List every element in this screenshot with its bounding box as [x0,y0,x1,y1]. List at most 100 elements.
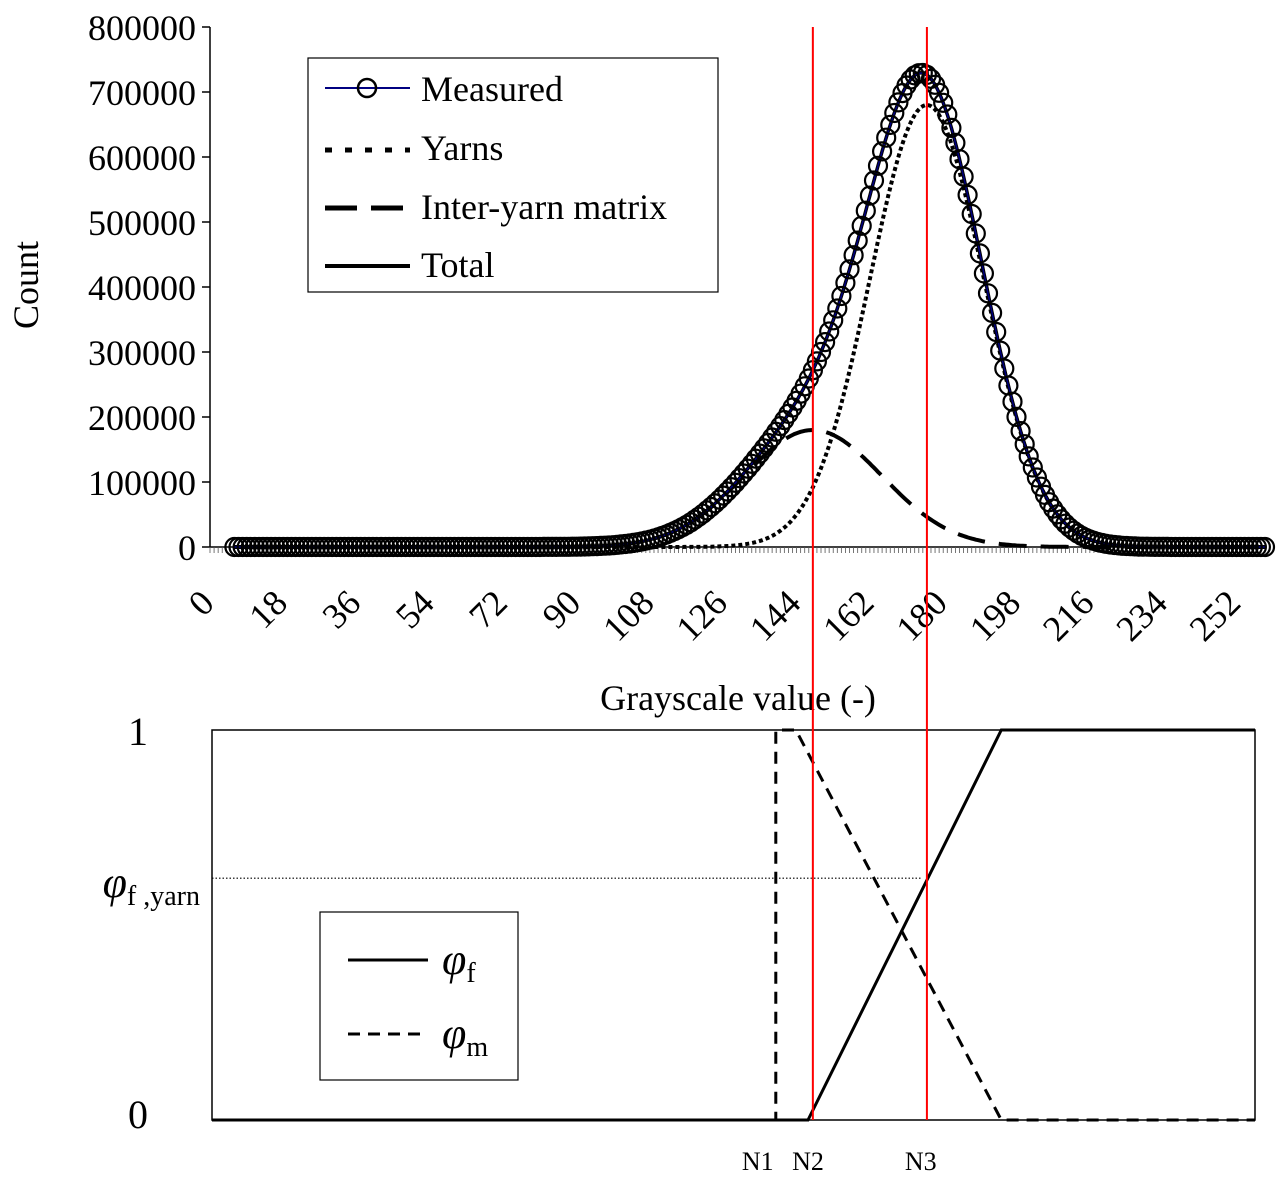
top-legend: Measured Yarns Inter-yarn matrix Total [307,57,719,293]
measured-point [957,184,978,205]
measured-point [981,302,1003,323]
top-y-tick-label: 500000 [88,203,196,243]
top-y-tick-label: 700000 [88,73,196,113]
measured-point [819,321,840,342]
marker-label-n1: N1 [742,1147,774,1176]
top-x-tick-label: 144 [742,582,808,648]
bottom-plot-area [211,728,1256,1122]
phi-yarn-symbol: φ [103,858,127,907]
legend-item-measured: Measured [325,69,563,109]
legend-item-phi-f: φf [348,935,476,989]
measured-point [986,321,1007,343]
legend-item-phi-m: φm [348,1009,488,1063]
top-x-tick-label: 162 [815,582,881,648]
measured-point [1014,434,1035,455]
measured-point [933,92,954,113]
measured-point [880,114,901,136]
measured-point [1254,536,1276,558]
legend-item-yarns: Yarns [325,128,503,168]
vertical-marker-lines [811,27,928,1120]
measured-point [1006,406,1027,427]
legend-label-inter-yarn-matrix: Inter-yarn matrix [421,187,667,227]
measured-point [831,285,852,307]
top-x-tick-label: 234 [1108,582,1174,648]
top-y-tick-label: 800000 [88,8,196,48]
measured-point [867,155,889,176]
legend-label-total: Total [421,245,494,285]
measured-point [851,215,872,236]
bottom-y-tick-0: 0 [128,1092,148,1137]
legend-item-inter-yarn-matrix: Inter-yarn matrix [325,187,667,227]
top-chart: 0 100000 200000 300000 400000 500000 600000 700… [6,8,1276,718]
legend-marker-measured [356,77,378,99]
top-x-tick-label: 252 [1182,582,1248,648]
top-x-tick-label: 0 [181,582,222,623]
legend-label-phi-m: φm [442,1009,488,1063]
measured-point [953,166,974,187]
legend-phi-f-symbol: φ [442,935,466,984]
measured-point [928,82,950,103]
measured-point [839,259,860,280]
top-legend-box [307,57,719,293]
series-inter-yarn-matrix-line [234,427,1265,549]
top-y-tick-label: 600000 [88,138,196,178]
measured-point [961,203,982,225]
marker-label-n3: N3 [905,1147,937,1176]
top-x-tick-label: 18 [241,582,295,636]
top-x-tick-label: 126 [668,582,734,648]
top-y-tick-label: 300000 [88,333,196,373]
top-x-tick-label: 36 [315,582,369,636]
measured-point [823,310,844,331]
top-y-tick-label: 400000 [88,268,196,308]
top-x-tick-label: 180 [888,582,954,648]
measured-point [876,127,897,148]
legend-label-measured: Measured [421,69,563,109]
top-y-tick-label: 200000 [88,398,196,438]
measured-point [827,298,848,319]
measured-point [871,141,893,162]
measured-point [814,332,836,353]
measured-point [847,230,868,251]
measured-point [973,263,995,284]
bottom-legend-box [319,911,519,1081]
top-x-tick-label: 72 [461,582,515,636]
measured-point [863,170,885,191]
legend-item-total: Total [325,245,494,285]
measured-point [941,117,962,139]
legend-label-yarns: Yarns [421,128,503,168]
bottom-x-marker-labels: N1 N2 N3 [742,1147,937,1176]
top-y-tick-label: 100000 [88,463,196,503]
legend-phi-f-sub: f [466,958,476,989]
measured-point [937,104,958,125]
bottom-legend: φf φm [319,911,519,1081]
measured-point [1018,446,1039,467]
top-x-tick-label: 108 [595,582,661,648]
measured-point [843,245,864,266]
series-measured-points [224,62,1276,558]
top-x-tick-label: 90 [535,582,589,636]
top-x-tick-label: 216 [1035,582,1101,648]
measured-point [977,283,999,304]
phi-yarn-label: φf ,yarn [103,858,200,912]
measured-point [1026,467,1048,488]
series-phi-f-line [212,728,1255,1122]
measured-point [859,185,881,206]
legend-phi-m-symbol: φ [442,1009,466,1058]
top-y-tick-labels: 0 100000 200000 300000 400000 500000 600000 700… [88,8,196,568]
phi-yarn-subscript: f ,yarn [127,881,200,912]
measured-point [888,92,909,113]
measured-point [806,351,828,372]
top-y-tick-label: 0 [178,528,196,568]
measured-point [855,200,876,221]
measured-point [965,223,986,244]
top-x-tick-label: 198 [962,582,1028,648]
top-x-tick-labels: 0 18 36 54 72 90 108 126 144 162 180 198 216 234 252 [181,582,1248,648]
marker-label-n2: N2 [792,1147,824,1176]
bottom-chart: 1 0 φf ,yarn N1 N2 N3 φf φm [103,709,1256,1176]
top-x-axis-title: Grayscale value (-) [600,678,876,718]
measured-point [884,102,905,124]
bottom-y-tick-1: 1 [128,709,148,754]
measured-point [969,243,991,264]
top-y-axis-title: Count [6,241,46,329]
